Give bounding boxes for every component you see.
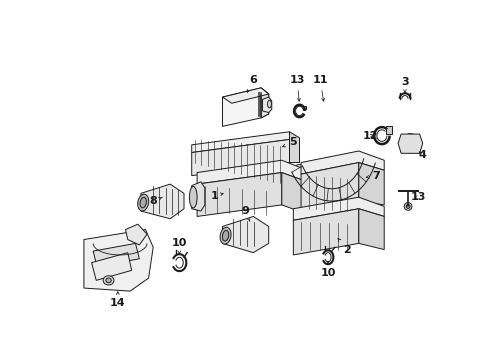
Ellipse shape <box>401 134 418 153</box>
Text: 7: 7 <box>366 171 380 181</box>
Polygon shape <box>141 184 183 219</box>
Text: 10: 10 <box>320 261 335 278</box>
Polygon shape <box>191 139 289 176</box>
Polygon shape <box>358 209 384 249</box>
Polygon shape <box>397 134 422 153</box>
Ellipse shape <box>189 186 197 208</box>
Ellipse shape <box>404 137 415 149</box>
Text: 1: 1 <box>210 191 223 201</box>
Ellipse shape <box>406 204 409 208</box>
Polygon shape <box>358 163 384 205</box>
Polygon shape <box>281 172 306 214</box>
Ellipse shape <box>267 100 271 108</box>
Text: 13: 13 <box>409 192 425 202</box>
Ellipse shape <box>365 155 373 167</box>
Ellipse shape <box>103 276 114 285</box>
Text: 5: 5 <box>282 137 297 147</box>
Text: 11: 11 <box>312 75 327 101</box>
Ellipse shape <box>222 230 228 241</box>
Polygon shape <box>84 230 153 291</box>
Polygon shape <box>191 182 204 211</box>
Polygon shape <box>91 253 131 280</box>
Text: 8: 8 <box>149 196 162 206</box>
Text: 3: 3 <box>400 77 408 93</box>
Ellipse shape <box>404 203 411 210</box>
Polygon shape <box>293 197 384 220</box>
Text: 6: 6 <box>247 75 257 92</box>
Ellipse shape <box>291 165 302 174</box>
Polygon shape <box>93 243 139 266</box>
Polygon shape <box>191 132 289 153</box>
Text: 14: 14 <box>110 292 125 309</box>
Text: 4: 4 <box>418 150 426 160</box>
Polygon shape <box>261 88 268 118</box>
Polygon shape <box>222 88 268 126</box>
Text: 2: 2 <box>337 238 350 255</box>
Polygon shape <box>197 172 281 216</box>
Ellipse shape <box>140 197 146 208</box>
Polygon shape <box>301 163 358 213</box>
Ellipse shape <box>220 227 231 244</box>
Polygon shape <box>385 126 391 134</box>
Text: 13: 13 <box>289 75 304 101</box>
Polygon shape <box>301 151 384 174</box>
Text: 10: 10 <box>171 238 187 254</box>
Ellipse shape <box>138 194 148 211</box>
Polygon shape <box>125 224 147 245</box>
Text: 9: 9 <box>241 206 249 221</box>
Polygon shape <box>222 88 268 103</box>
Polygon shape <box>289 132 299 163</box>
Polygon shape <box>293 209 358 255</box>
Ellipse shape <box>105 278 111 283</box>
Text: 12: 12 <box>362 131 377 141</box>
Polygon shape <box>222 216 268 253</box>
Polygon shape <box>197 160 306 184</box>
Ellipse shape <box>407 140 412 147</box>
Polygon shape <box>303 105 306 109</box>
Polygon shape <box>262 97 271 112</box>
